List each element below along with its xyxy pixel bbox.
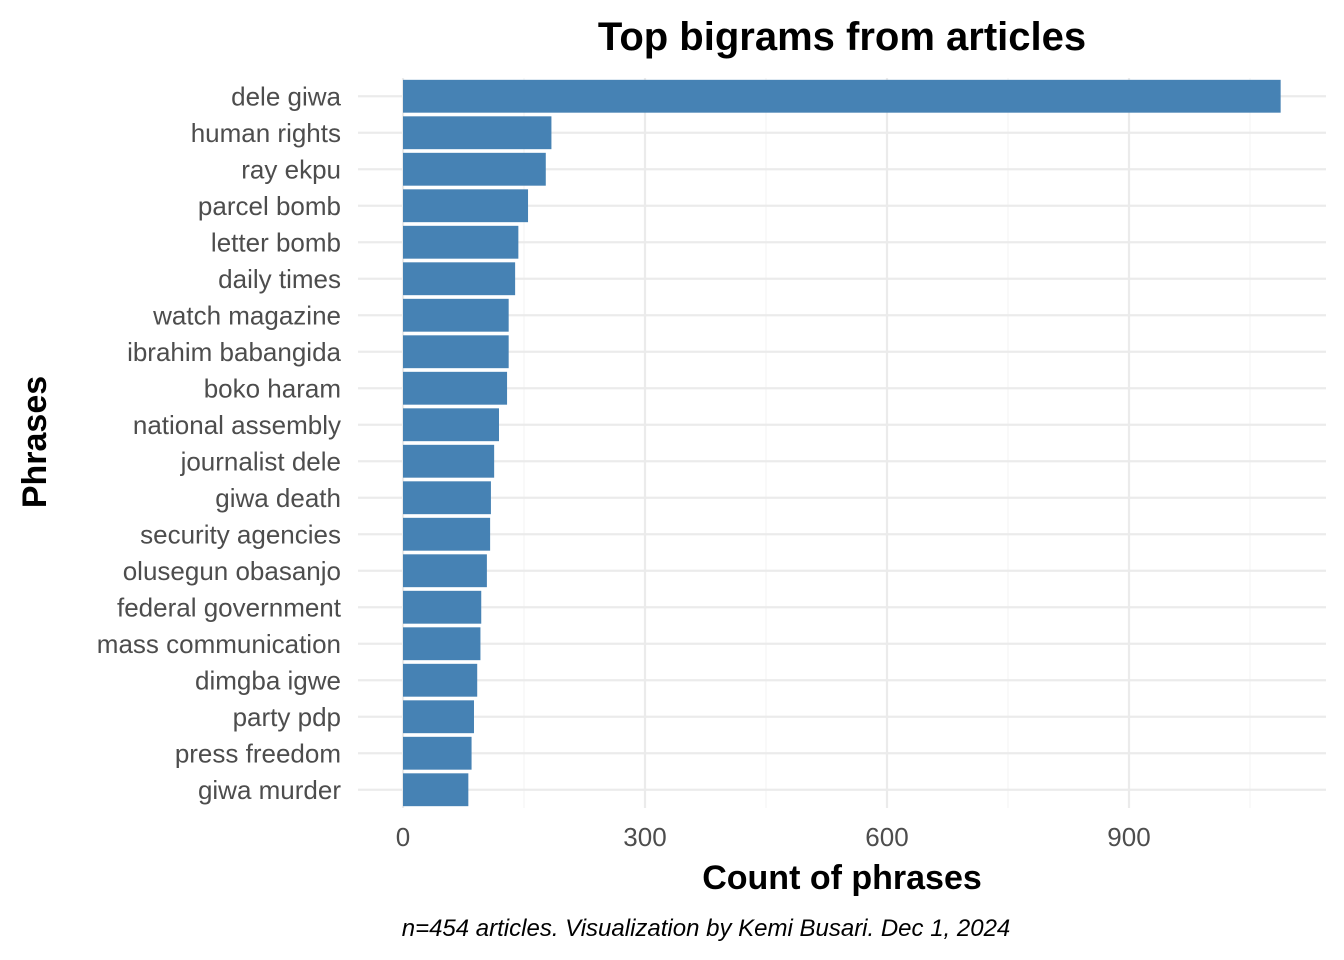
y-tick-label: human rights — [191, 118, 341, 148]
bar — [403, 225, 519, 259]
grid-lines — [358, 78, 1326, 808]
y-tick-label: ray ekpu — [241, 154, 341, 184]
bar — [403, 335, 509, 369]
x-tick-label: 300 — [623, 822, 666, 852]
bar — [403, 663, 478, 697]
y-tick-label: giwa death — [215, 483, 341, 513]
y-tick-label: federal government — [117, 592, 342, 622]
y-tick-label: olusegun obasanjo — [123, 556, 341, 586]
chart-caption: n=454 articles. Visualization by Kemi Bu… — [402, 915, 1011, 942]
y-tick-labels: dele giwa human rights ray ekpu parcel bomb… — [97, 81, 342, 805]
y-axis-title: Phrases — [16, 376, 54, 508]
y-tick-label: mass communication — [97, 629, 341, 659]
y-tick-label: national assembly — [133, 410, 341, 440]
y-tick-label: watch magazine — [152, 300, 341, 330]
y-tick-label: journalist dele — [180, 446, 341, 476]
bar — [403, 773, 469, 807]
x-axis-title: Count of phrases — [702, 859, 982, 897]
y-tick-label: security agencies — [140, 519, 341, 549]
x-tick-label: 900 — [1107, 822, 1150, 852]
bar — [403, 189, 529, 223]
y-tick-label: party pdp — [233, 702, 341, 732]
bar — [403, 554, 487, 588]
chart-title: Top bigrams from articles — [598, 15, 1086, 59]
bar — [403, 371, 508, 405]
y-tick-label: parcel bomb — [198, 191, 341, 221]
y-tick-label: ibrahim babangida — [127, 337, 341, 367]
y-tick-label: daily times — [218, 264, 341, 294]
x-tick-label: 600 — [865, 822, 908, 852]
bar — [403, 262, 516, 296]
bar — [403, 116, 552, 150]
y-tick-label: dele giwa — [231, 81, 341, 111]
bar — [403, 298, 509, 332]
bar — [403, 481, 491, 515]
bar — [403, 736, 472, 770]
bar — [403, 590, 482, 624]
bar — [403, 79, 1281, 113]
y-tick-label: press freedom — [175, 738, 341, 768]
bar — [403, 152, 546, 186]
x-tick-labels: 0 300 600 900 — [396, 822, 1151, 852]
bars-group — [403, 79, 1281, 807]
bar — [403, 700, 474, 734]
y-tick-label: letter bomb — [211, 227, 341, 257]
bar — [403, 627, 481, 661]
x-tick-label: 0 — [396, 822, 410, 852]
bar — [403, 444, 495, 478]
bar — [403, 408, 499, 442]
y-tick-label: giwa murder — [198, 775, 341, 805]
y-tick-label: dimgba igwe — [195, 665, 341, 695]
bar — [403, 517, 491, 551]
y-tick-label: boko haram — [204, 373, 341, 403]
